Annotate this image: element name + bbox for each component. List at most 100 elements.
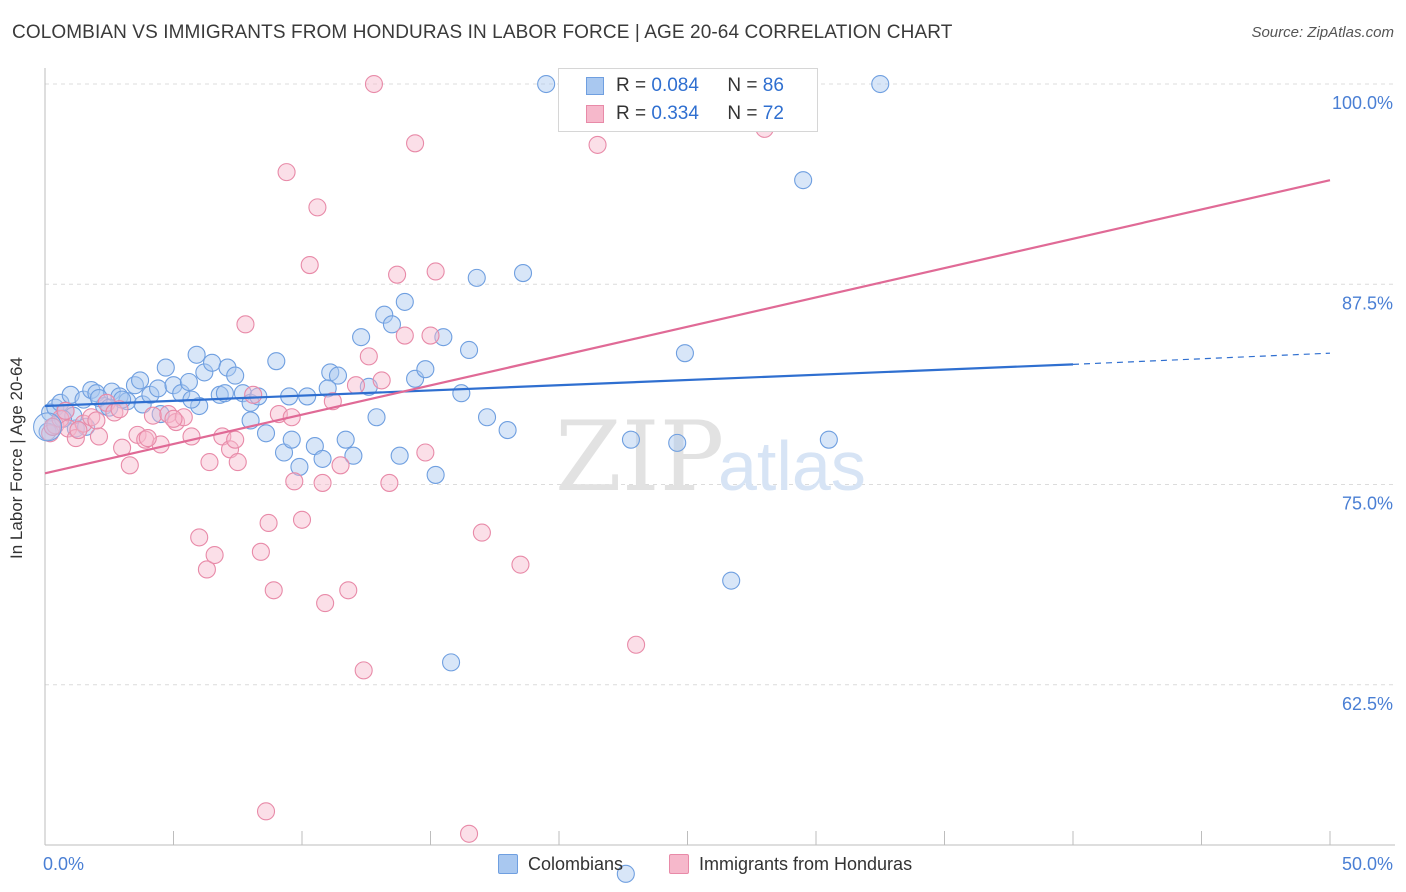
bottom-legend-label-honduras: Immigrants from Honduras (699, 853, 913, 874)
bottom-legend-colombians: Colombians (498, 852, 623, 876)
colombian-point (390, 446, 409, 465)
legend-n-label: N = (727, 75, 758, 96)
colombian-point (344, 446, 363, 465)
colombian-point (722, 571, 741, 590)
honduras-point (87, 411, 106, 430)
honduras-point (143, 406, 162, 425)
honduras-point (164, 409, 183, 428)
honduras-point (380, 473, 399, 492)
colombian-point (179, 372, 198, 392)
honduras-point (236, 315, 255, 334)
colombians-trend-line (44, 363, 1074, 408)
honduras-point (359, 347, 378, 366)
honduras-point (511, 555, 530, 574)
source-label: Source: ZipAtlas.com (1251, 24, 1394, 41)
honduras-point (182, 427, 201, 446)
colombian-point (794, 171, 813, 190)
honduras-point (346, 376, 366, 395)
colombian-point (328, 366, 348, 385)
y-axis-label: In Labor Force | Age 20-64 (7, 357, 26, 559)
legend-r-value-honduras: 0.334 (651, 103, 699, 124)
colombian-point (149, 379, 168, 398)
honduras-point (316, 594, 335, 613)
legend-swatch-colombians (586, 77, 604, 95)
colombian-point (187, 345, 206, 364)
honduras-point (205, 545, 224, 565)
colombians-trend-extension (1072, 352, 1331, 365)
stats-legend: R = 0.084 N = 86 R = 0.334 N = 72 (558, 68, 818, 132)
trend-lines (44, 179, 1331, 475)
colombian-point (156, 358, 175, 377)
bottom-legend-label-colombians: Colombians (528, 853, 624, 874)
honduras-point (627, 635, 646, 654)
honduras-point (372, 371, 391, 390)
honduras-point (120, 456, 139, 475)
x-tick-label: 50.0% (1342, 854, 1393, 874)
bottom-legend-honduras: Immigrants from Honduras (669, 852, 912, 876)
honduras-point (200, 453, 219, 472)
colombian-point (215, 384, 234, 403)
colombian-point (459, 340, 479, 360)
colombian-point (203, 353, 222, 372)
honduras-point (138, 429, 157, 448)
honduras-point (226, 430, 245, 449)
legend-r-label: R = (616, 75, 647, 96)
colombian-point (336, 430, 355, 449)
honduras-trend-line (44, 179, 1331, 475)
honduras-point (110, 400, 129, 419)
honduras-point (256, 802, 276, 821)
colombian-point (621, 430, 641, 449)
colombian-point (352, 328, 371, 347)
colombian-point (426, 465, 445, 484)
y-tick-label: 62.5% (1342, 694, 1393, 714)
honduras-point (588, 135, 607, 154)
honduras-point (259, 513, 278, 533)
chart-title: COLOMBIAN VS IMMIGRANTS FROM HONDURAS IN… (12, 22, 953, 43)
colombian-point (256, 424, 276, 443)
honduras-point (459, 824, 479, 843)
colombian-point (282, 430, 301, 449)
honduras-point (264, 581, 283, 600)
legend-row-colombians: R = 0.084 N = 86 (559, 73, 784, 99)
honduras-point (331, 456, 350, 475)
honduras-point (197, 560, 216, 579)
colombian-point (290, 457, 309, 476)
legend-r-label: R = (616, 103, 647, 124)
honduras-point (56, 401, 75, 420)
y-tick-label: 75.0% (1342, 494, 1393, 514)
watermark: ZIP atlas (555, 401, 866, 513)
honduras-point (388, 265, 407, 284)
bottom-legend-swatch-honduras (669, 854, 689, 874)
colombian-point (498, 421, 517, 440)
legend-n-value-honduras: 72 (762, 103, 784, 124)
colombian-point (313, 449, 332, 468)
colombian-point (616, 864, 635, 883)
honduras-point (89, 427, 109, 446)
honduras-point (82, 408, 101, 427)
honduras-point (313, 473, 332, 492)
bottom-legend-swatch-colombians (498, 854, 518, 874)
honduras-point (395, 326, 414, 345)
legend-row-honduras: R = 0.334 N = 72 (559, 101, 784, 127)
colombian-point (395, 292, 414, 311)
colombian-point (267, 352, 286, 371)
honduras-point (251, 542, 270, 561)
colombian-point (226, 366, 245, 385)
legend-n-value-colombians: 86 (762, 75, 784, 96)
honduras-point (354, 661, 373, 680)
colombian-point (382, 315, 402, 334)
honduras-point (285, 472, 304, 491)
honduras-point (69, 421, 88, 440)
legend-swatch-honduras (586, 105, 604, 123)
colombian-point (871, 74, 890, 94)
honduras-point (190, 528, 209, 547)
colombian-point (513, 264, 533, 283)
honduras-point (244, 385, 263, 404)
colombian-point (467, 268, 486, 287)
grid-lines (45, 83, 1395, 686)
honduras-point (277, 163, 296, 182)
colombian-point (416, 360, 435, 379)
colombian-point (675, 344, 694, 363)
legend-r-value-colombians: 0.084 (651, 75, 699, 96)
honduras-point (364, 74, 384, 94)
